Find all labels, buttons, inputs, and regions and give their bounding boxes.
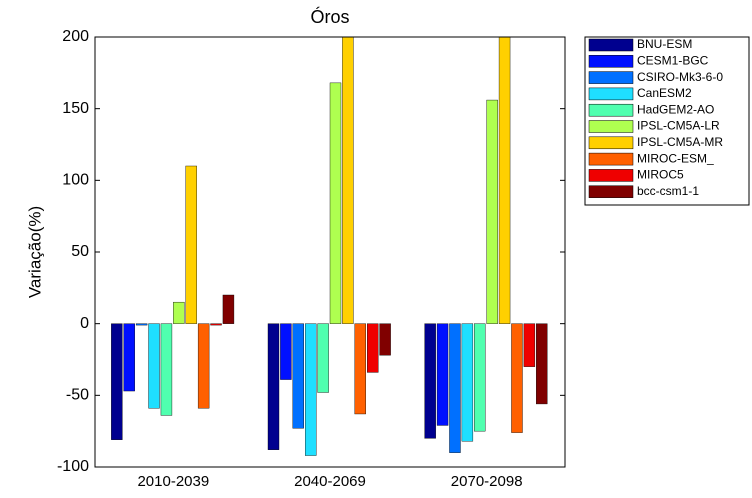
- bar: [173, 301, 185, 324]
- bar: [461, 323, 474, 442]
- bar: [267, 323, 280, 450]
- bar: [292, 323, 304, 429]
- bar: [317, 323, 329, 393]
- legend-label: IPSL-CM5A-MR: [637, 135, 723, 149]
- bar: [305, 323, 317, 456]
- legend-swatch: [588, 55, 634, 68]
- bar: [185, 165, 197, 324]
- y-axis-label: Variação(%): [25, 206, 44, 298]
- bar: [449, 323, 461, 453]
- bar: [210, 323, 222, 326]
- bar: [135, 323, 148, 326]
- y-tick-label: 0: [80, 315, 89, 332]
- bar: [536, 323, 548, 405]
- legend-swatch: [588, 87, 634, 101]
- y-tick-label: 200: [62, 28, 89, 45]
- y-tick-label: -50: [66, 387, 89, 404]
- legend-swatch: [588, 120, 634, 133]
- bar: [511, 323, 523, 433]
- bar: [197, 323, 210, 409]
- legend-swatch: [588, 71, 634, 84]
- bar: [367, 323, 379, 373]
- bar: [222, 294, 235, 324]
- y-tick-label: 50: [71, 243, 89, 260]
- legend-swatch: [588, 103, 634, 117]
- bar: [379, 323, 391, 356]
- bar: [148, 323, 160, 409]
- legend-label: HadGEM2-AO: [637, 102, 714, 116]
- plot-area: [111, 37, 548, 456]
- bar: [329, 82, 342, 324]
- bar: [342, 37, 354, 324]
- y-tick-label: -100: [57, 458, 89, 475]
- bar: [436, 323, 449, 426]
- legend-label: IPSL-CM5A-LR: [637, 119, 720, 133]
- legend-label: bcc-csm1-1: [637, 184, 699, 198]
- bar: [523, 323, 536, 367]
- x-tick-label: 2040-2069: [294, 473, 366, 490]
- bar: [486, 99, 498, 324]
- bar: [498, 37, 511, 324]
- legend-swatch: [588, 169, 634, 182]
- legend-label: MIROC-ESM_: [637, 151, 714, 165]
- legend-swatch: [588, 38, 634, 52]
- bar: [160, 323, 173, 416]
- legend-label: CESM1-BGC: [637, 53, 709, 67]
- legend-label: CSIRO-Mk3-6-0: [637, 70, 723, 84]
- bar: [474, 323, 486, 432]
- legend-swatch: [588, 152, 634, 166]
- x-tick-label: 2010-2039: [137, 473, 209, 490]
- x-tick-label: 2070-2098: [451, 473, 523, 490]
- chart-title: Óros: [310, 6, 349, 27]
- y-tick-label: 100: [62, 172, 89, 189]
- bar: [354, 323, 366, 415]
- bar: [280, 323, 292, 380]
- y-tick-label: 150: [62, 100, 89, 117]
- bar: [424, 323, 436, 439]
- legend-swatch: [588, 136, 634, 150]
- bar: [111, 323, 123, 440]
- bar: [123, 323, 135, 392]
- legend-label: CanESM2: [637, 86, 692, 100]
- legend-label: MIROC5: [637, 168, 684, 182]
- legend-label: BNU-ESM: [637, 37, 692, 51]
- legend-swatch: [588, 185, 634, 198]
